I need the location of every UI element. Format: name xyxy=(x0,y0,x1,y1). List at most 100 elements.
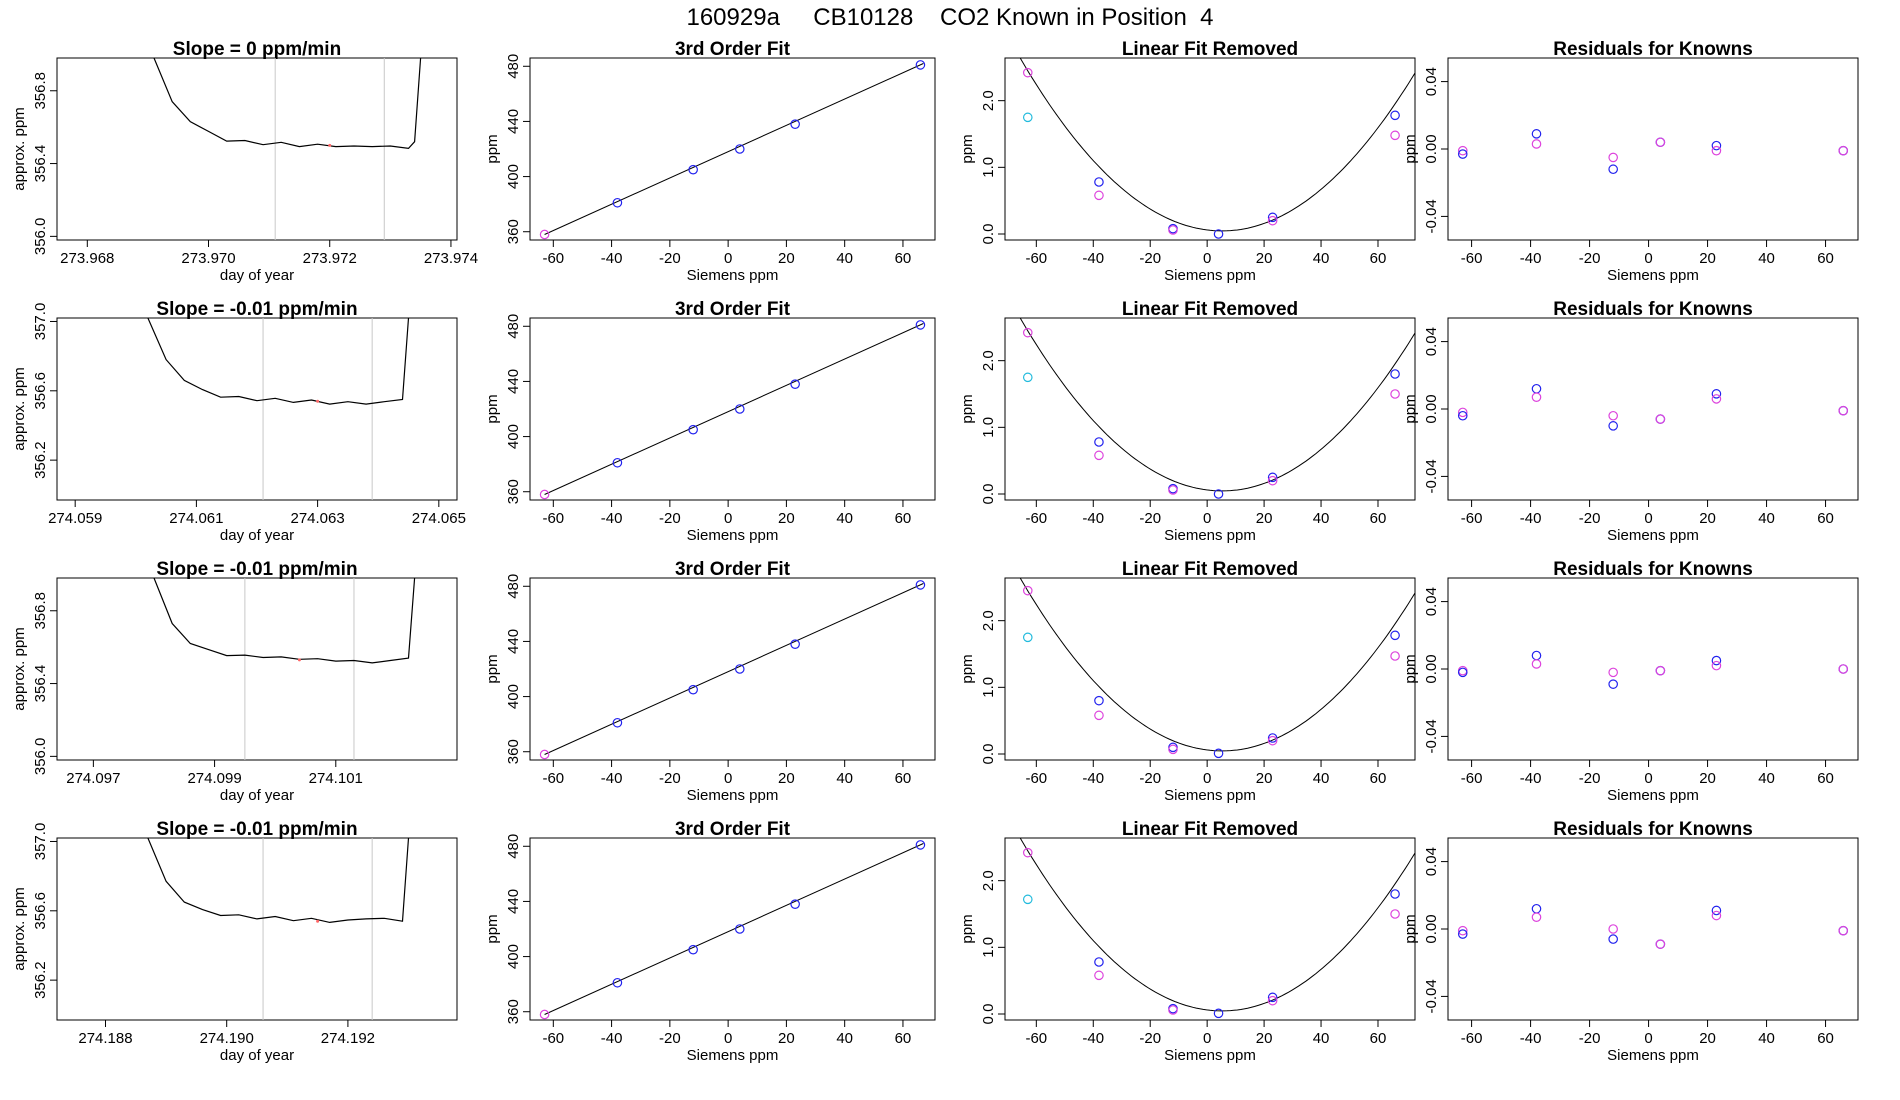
data-point xyxy=(1267,215,1278,226)
x-tick-label: -40 xyxy=(601,1030,623,1047)
data-point xyxy=(1094,695,1104,706)
x-tick-label: 40 xyxy=(836,250,853,267)
x-tick-label: -40 xyxy=(1082,1030,1104,1047)
panel: 3rd Order Fit -60 -40 -20 0 20 40 60 360 400 440 48… xyxy=(484,819,936,1064)
x-tick-label: 0 xyxy=(1644,250,1652,267)
panel-title: 3rd Order Fit xyxy=(675,39,791,60)
y-axis-label: ppm xyxy=(959,394,976,423)
panel-title: Slope = -0.01 ppm/min xyxy=(156,299,357,320)
data-point xyxy=(915,60,926,70)
data-point xyxy=(1094,957,1104,967)
x-tick-label: -20 xyxy=(659,770,681,787)
plot-area xyxy=(153,578,416,760)
data-point xyxy=(1457,410,1468,421)
data-point xyxy=(539,1009,550,1020)
data-point xyxy=(1094,450,1104,461)
x-axis-label: day of year xyxy=(220,787,294,804)
y-axis-label: ppm xyxy=(484,394,501,423)
plot-area xyxy=(1019,578,1415,752)
panel: Linear Fit Removed -60 -40 -20 0 20 40 60 0.0 1.0… xyxy=(959,39,1416,284)
data-point xyxy=(688,684,698,695)
x-axis-label: Siemens ppm xyxy=(687,787,779,804)
x-tick-label: -40 xyxy=(1082,770,1104,787)
data-point xyxy=(1168,1005,1178,1015)
mean-marker xyxy=(316,399,320,403)
data-point xyxy=(1838,405,1849,416)
y-tick-label: 356.0 xyxy=(32,738,49,776)
data-point xyxy=(1457,407,1468,418)
fit-line xyxy=(544,843,924,1015)
x-axis-label: Siemens ppm xyxy=(687,527,779,544)
y-axis-label: approx. ppm xyxy=(11,627,28,710)
x-tick-label: -60 xyxy=(1461,510,1483,527)
y-tick-label: 1.0 xyxy=(980,417,997,438)
mean-marker xyxy=(316,919,320,923)
y-tick-label: 357.0 xyxy=(32,303,49,341)
data-point xyxy=(1838,664,1849,674)
plot-frame xyxy=(56,57,458,241)
y-axis-label: approx. ppm xyxy=(11,107,28,190)
trace-line xyxy=(147,318,410,405)
y-tick-label: 1.0 xyxy=(980,157,997,178)
panel: 3rd Order Fit -60 -40 -20 0 20 40 60 360 400 440 48… xyxy=(484,559,936,804)
x-tick-label: -40 xyxy=(1082,510,1104,527)
y-tick-label: -0.04 xyxy=(1423,459,1440,493)
data-point xyxy=(790,639,800,649)
x-tick-label: 20 xyxy=(1256,250,1273,267)
x-tick-label: 40 xyxy=(1313,510,1330,527)
data-point xyxy=(1390,889,1400,899)
x-tick-label: 0 xyxy=(1203,250,1211,267)
trace-line xyxy=(153,58,422,150)
data-point xyxy=(1022,327,1033,338)
x-tick-label: -20 xyxy=(1579,250,1601,267)
x-tick-label: 0 xyxy=(1644,1030,1652,1047)
data-point xyxy=(1531,650,1542,661)
panel-title: 3rd Order Fit xyxy=(675,819,791,840)
x-tick-label: 40 xyxy=(1758,770,1775,787)
data-point xyxy=(1531,383,1542,394)
y-tick-label: 400 xyxy=(505,944,522,969)
data-point xyxy=(1655,939,1666,949)
x-tick-label: 0 xyxy=(1644,770,1652,787)
panel: Residuals for Knowns -60 -40 -20 0 20 40 60 -0.0… xyxy=(1402,299,1859,544)
fit-curve xyxy=(1019,578,1415,752)
x-tick-label: -40 xyxy=(1520,250,1542,267)
figure-title: 160929a CB10128 CO2 Known in Position 4 xyxy=(686,4,1213,31)
x-axis-label: day of year xyxy=(220,527,294,544)
data-point xyxy=(1655,137,1666,148)
x-tick-label: 20 xyxy=(1699,250,1716,267)
plot-frame xyxy=(529,837,936,1021)
data-point xyxy=(1531,903,1542,914)
x-tick-label: 60 xyxy=(1817,250,1834,267)
x-tick-label: 60 xyxy=(1817,1030,1834,1047)
panel-title: Linear Fit Removed xyxy=(1122,819,1298,840)
panel: Slope = -0.01 ppm/min 274.059 274.061 274.0… xyxy=(11,299,466,544)
y-tick-label: 356.0 xyxy=(32,218,49,256)
x-tick-label: 20 xyxy=(1256,1030,1273,1047)
data-point xyxy=(1094,190,1104,201)
panel: Residuals for Knowns -60 -40 -20 0 20 40 60 -0.0… xyxy=(1402,819,1859,1064)
trace-line xyxy=(147,838,410,924)
x-axis-label: Siemens ppm xyxy=(1164,787,1256,804)
plot-frame xyxy=(1447,837,1859,1021)
x-axis-label: Siemens ppm xyxy=(1607,527,1699,544)
x-tick-label: -60 xyxy=(542,250,564,267)
x-axis-label: Siemens ppm xyxy=(687,1047,779,1064)
y-tick-label: -0.04 xyxy=(1423,719,1440,753)
data-point xyxy=(734,144,745,154)
fit-line xyxy=(544,63,924,235)
data-point xyxy=(1457,149,1468,159)
x-tick-label: -60 xyxy=(1461,770,1483,787)
y-tick-label: 356.8 xyxy=(32,72,49,110)
x-tick-label: -60 xyxy=(1025,1030,1047,1047)
panel: Slope = -0.01 ppm/min 274.188 274.190 274.1… xyxy=(11,819,458,1064)
y-tick-label: 440 xyxy=(505,889,522,914)
y-tick-label: 0.04 xyxy=(1423,67,1440,96)
data-point xyxy=(1655,665,1666,676)
x-tick-label: 60 xyxy=(1817,510,1834,527)
data-point xyxy=(1168,225,1178,235)
data-point xyxy=(734,404,745,414)
y-tick-label: 0.00 xyxy=(1423,394,1440,423)
x-axis-label: Siemens ppm xyxy=(1164,1047,1256,1064)
panel: 3rd Order Fit -60 -40 -20 0 20 40 60 360 400 440 48… xyxy=(484,39,936,284)
